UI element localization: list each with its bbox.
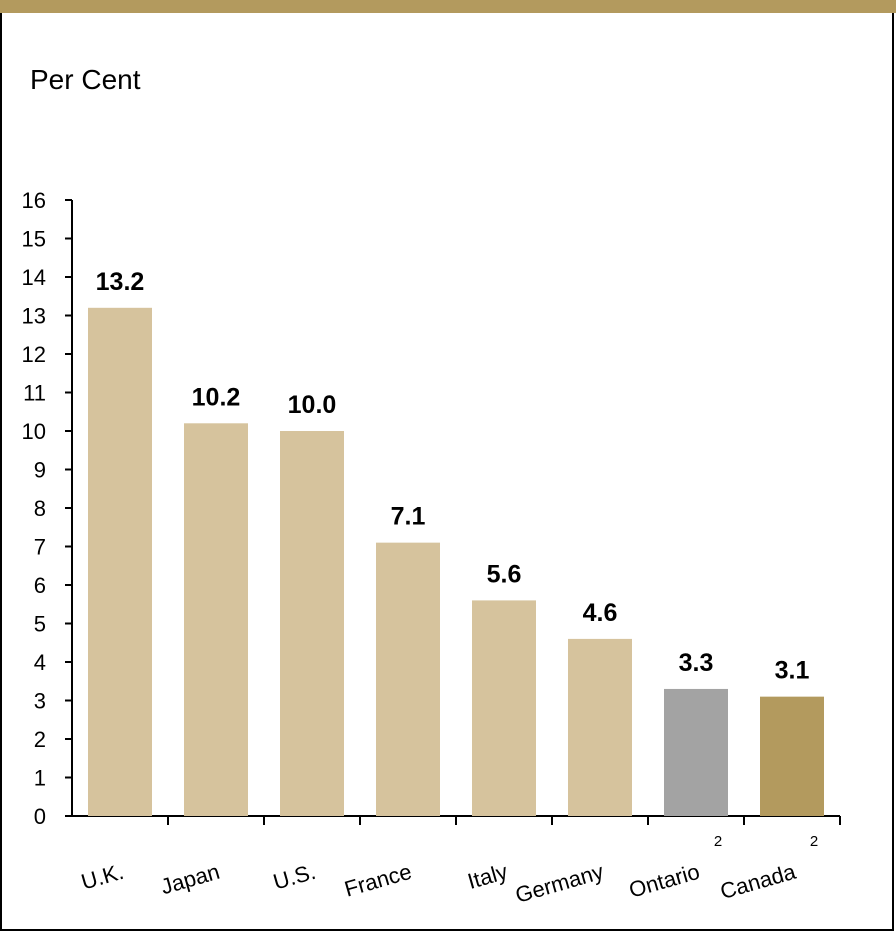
x-tick-label: U.S. [270,859,318,895]
x-tick-label: Ontario [626,859,702,903]
y-tick-label: 1 [34,766,46,791]
y-tick-label: 8 [34,496,46,521]
y-tick-label: 6 [34,573,46,598]
bar [568,638,632,816]
x-tick-label: Italy [465,859,511,894]
y-tick-label: 12 [22,342,46,367]
bar [664,688,728,816]
data-label: 7.1 [391,503,426,531]
y-tick-label: 16 [22,188,46,213]
x-tick-label: Japan [158,859,223,900]
y-tick-label: 14 [22,265,46,290]
y-tick-label: 10 [22,419,46,444]
y-tick-label: 15 [22,227,46,252]
data-label: 5.6 [487,560,522,588]
x-tick-label: Canada [717,859,799,904]
data-label: 4.6 [583,599,618,627]
bar [376,542,440,816]
bar [760,696,824,816]
x-tick-superscript: 2 [810,833,818,850]
data-label: 10.0 [288,391,337,419]
data-label: 10.2 [192,383,241,411]
bar [472,600,536,816]
bar [88,307,152,816]
y-tick-label: 4 [34,650,46,675]
y-tick-label: 3 [34,689,46,714]
y-axis-label: Per Cent [30,64,141,95]
y-tick-label: 0 [34,804,46,829]
bar [280,431,344,816]
x-tick-label: Germany [513,859,607,908]
y-tick-label: 11 [23,381,46,406]
x-tick-superscript: 2 [714,833,722,850]
x-tick-label: U.K. [78,859,126,895]
header-band [0,0,896,13]
y-tick-label: 7 [34,535,46,560]
data-label: 13.2 [96,268,145,296]
chart-frame [0,13,894,931]
data-label: 3.3 [679,649,714,677]
y-tick-label: 9 [34,458,46,483]
y-tick-label: 13 [22,304,46,329]
bar [184,423,248,816]
y-tick-label: 5 [34,612,46,637]
x-tick-label: France [342,859,415,902]
data-label: 3.1 [775,657,810,685]
y-tick-label: 2 [34,727,46,752]
